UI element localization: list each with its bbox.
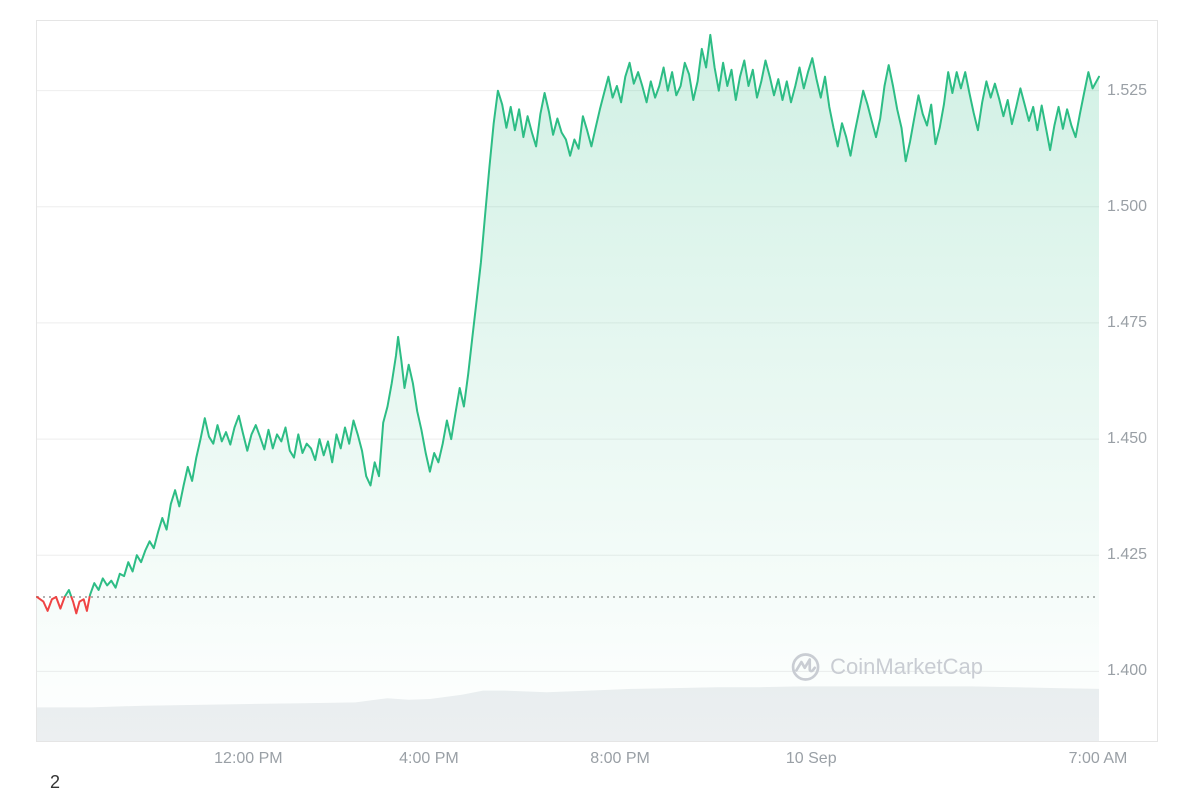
y-tick-label: 1.500 [1107,198,1147,216]
x-tick-label: 10 Sep [786,750,837,768]
chart-plot-area[interactable]: CoinMarketCap [37,21,1099,741]
x-tick-label: 12:00 PM [214,750,282,768]
x-axis: 12:00 PM4:00 PM8:00 PM10 Sep7:00 AM [36,750,1098,780]
y-tick-label: 1.400 [1107,662,1147,680]
chart-frame: CoinMarketCap 1.4001.4251.4501.4751.5001… [36,20,1158,742]
x-tick-label: 4:00 PM [399,750,459,768]
y-tick-label: 1.425 [1107,546,1147,564]
footer-number: 2 [50,772,60,793]
y-tick-label: 1.450 [1107,430,1147,448]
y-axis: 1.400 1.425 1.450 1.475 1.500 1.525 [1099,21,1157,741]
y-tick-label: 1.525 [1107,82,1147,100]
x-tick-label: 7:00 AM [1069,750,1128,768]
x-tick-label: 8:00 PM [590,750,650,768]
price-chart [37,21,1099,741]
y-tick-label: 1.475 [1107,314,1147,332]
